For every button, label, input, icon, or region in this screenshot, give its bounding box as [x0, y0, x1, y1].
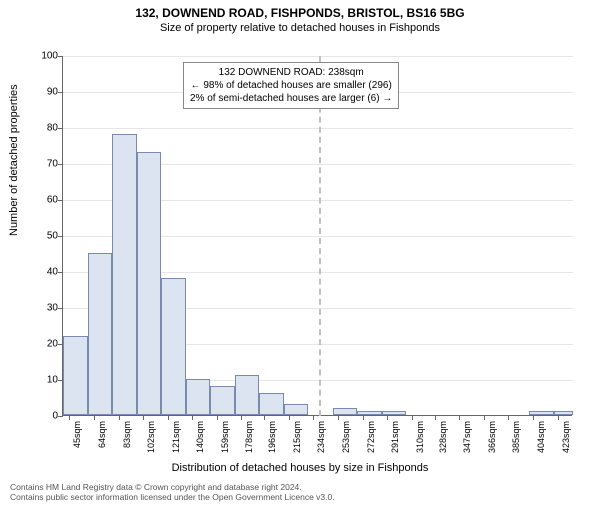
histogram-bar — [88, 253, 113, 415]
footer-line: Contains HM Land Registry data © Crown c… — [10, 482, 335, 492]
chart-subtitle: Size of property relative to detached ho… — [0, 22, 600, 34]
annotation-line: ← 98% of detached houses are smaller (29… — [190, 79, 392, 92]
footer-line: Contains public sector information licen… — [10, 492, 335, 502]
histogram-bar — [186, 379, 211, 415]
xtick-mark — [533, 415, 534, 420]
xtick-mark — [363, 415, 364, 420]
ytick-label: 80 — [18, 123, 58, 134]
ytick-label: 40 — [18, 267, 58, 278]
xtick-mark — [192, 415, 193, 420]
chart-title: 132, DOWNEND ROAD, FISHPONDS, BRISTOL, B… — [0, 6, 600, 20]
ytick-label: 0 — [18, 411, 58, 422]
histogram-bar — [112, 134, 137, 415]
xtick-mark — [143, 415, 144, 420]
ytick-mark — [58, 236, 63, 237]
ytick-label: 50 — [18, 231, 58, 242]
xtick-mark — [338, 415, 339, 420]
xtick-mark — [459, 415, 460, 420]
ytick-label: 30 — [18, 303, 58, 314]
ytick-mark — [58, 272, 63, 273]
xtick-mark — [69, 415, 70, 420]
annotation-box: 132 DOWNEND ROAD: 238sqm← 98% of detache… — [183, 62, 399, 109]
xtick-mark — [558, 415, 559, 420]
annotation-line: 132 DOWNEND ROAD: 238sqm — [190, 66, 392, 79]
ytick-mark — [58, 92, 63, 93]
xtick-mark — [508, 415, 509, 420]
xtick-mark — [313, 415, 314, 420]
histogram-bar — [284, 404, 309, 415]
xtick-mark — [387, 415, 388, 420]
histogram-bar — [63, 336, 88, 415]
ytick-label: 60 — [18, 195, 58, 206]
xtick-mark — [289, 415, 290, 420]
marker-line — [319, 56, 321, 416]
xtick-mark — [484, 415, 485, 420]
xtick-mark — [217, 415, 218, 420]
xtick-mark — [119, 415, 120, 420]
xtick-mark — [435, 415, 436, 420]
chart-area: 010203040506070809010045sqm64sqm83sqm102… — [62, 56, 572, 416]
xtick-mark — [241, 415, 242, 420]
xtick-mark — [264, 415, 265, 420]
ytick-mark — [58, 308, 63, 309]
histogram-bar — [235, 375, 260, 415]
footer-attribution: Contains HM Land Registry data © Crown c… — [10, 482, 335, 502]
histogram-bar — [210, 386, 235, 415]
annotation-line: 2% of semi-detached houses are larger (6… — [190, 92, 392, 105]
ytick-mark — [58, 56, 63, 57]
xtick-mark — [94, 415, 95, 420]
xtick-mark — [412, 415, 413, 420]
xtick-mark — [168, 415, 169, 420]
histogram-bar — [137, 152, 162, 415]
histogram-bar — [382, 411, 407, 415]
histogram-bar — [259, 393, 284, 415]
ytick-label: 10 — [18, 375, 58, 386]
ytick-label: 90 — [18, 87, 58, 98]
histogram-bar — [333, 408, 358, 415]
histogram-bar — [357, 411, 382, 415]
ytick-mark — [58, 164, 63, 165]
x-axis-label: Distribution of detached houses by size … — [0, 462, 600, 474]
ytick-mark — [58, 128, 63, 129]
ytick-label: 20 — [18, 339, 58, 350]
ytick-label: 100 — [18, 51, 58, 62]
ytick-mark — [58, 416, 63, 417]
plot-region: 010203040506070809010045sqm64sqm83sqm102… — [62, 56, 572, 416]
ytick-mark — [58, 200, 63, 201]
histogram-bar — [161, 278, 186, 415]
ytick-label: 70 — [18, 159, 58, 170]
